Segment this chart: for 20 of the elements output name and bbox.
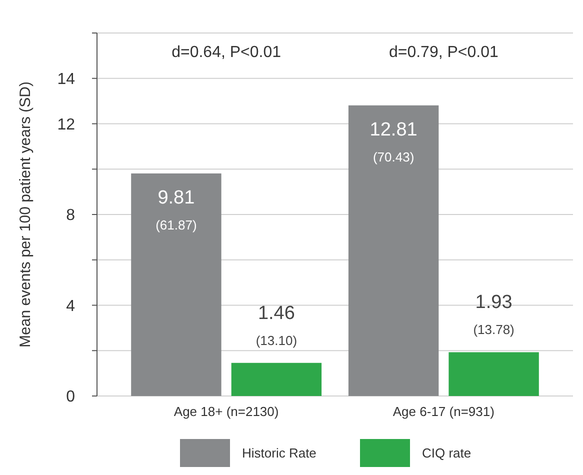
y-tick-label: 0 xyxy=(66,388,76,406)
annotation: d=0.64, P<0.01 xyxy=(172,44,282,61)
bar xyxy=(231,362,322,396)
y-tick-label: 8 xyxy=(66,207,76,224)
y-tick-label: 14 xyxy=(57,70,76,88)
y-tick-label: 4 xyxy=(66,298,76,315)
legend-label: CIQ rate xyxy=(422,446,472,461)
y-tick-label: 12 xyxy=(57,116,76,134)
x-tick-label: Age 18+ (n=2130) xyxy=(174,404,279,419)
bar xyxy=(131,173,222,396)
data-label: 1.46 (13.10) xyxy=(256,302,298,348)
data-label: 9.81 (61.87) xyxy=(156,187,197,232)
legend-label: Historic Rate xyxy=(242,446,316,461)
bar xyxy=(448,352,539,396)
y-axis-title: Mean events per 100 patient years (SD) xyxy=(17,82,34,348)
data-label: 1.93 (13.78) xyxy=(473,292,514,338)
data-label: 12.81 (70.43) xyxy=(370,119,418,164)
x-tick-label: Age 6-17 (n=931) xyxy=(392,404,494,419)
bar xyxy=(348,105,439,396)
annotation: d=0.79, P<0.01 xyxy=(388,44,498,61)
